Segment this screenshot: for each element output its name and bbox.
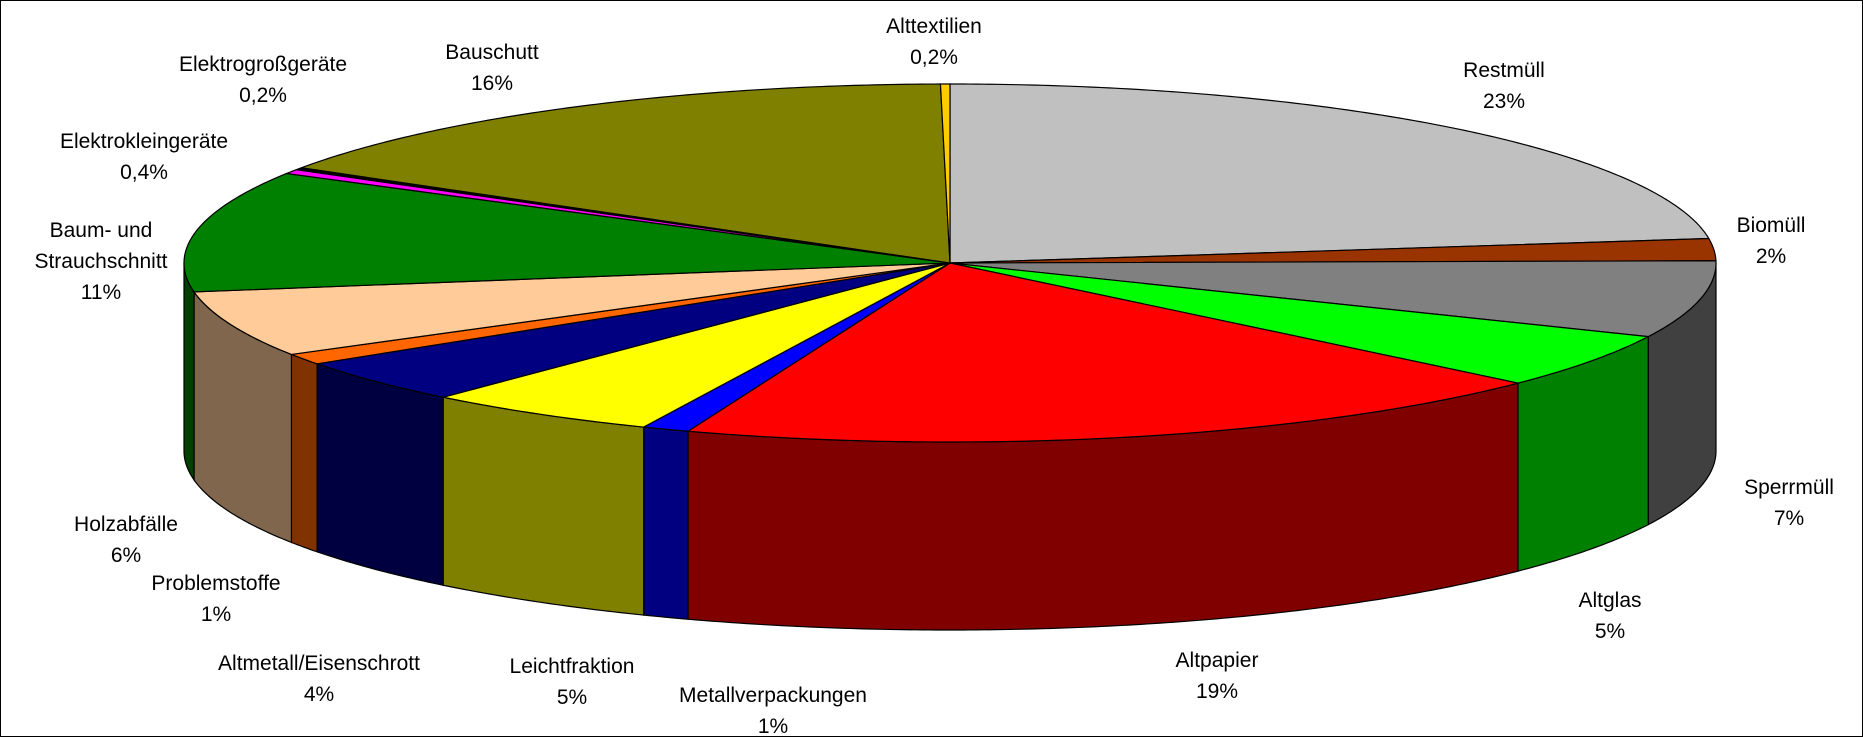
percent-label: 1%: [200, 603, 232, 626]
slice: [949, 260, 1717, 338]
category-name: Altpapier: [1175, 649, 1259, 672]
slice-label: Elektrokleingeräte 0,4%: [60, 126, 228, 188]
slice: [183, 172, 951, 293]
slice: [641, 262, 951, 432]
slice-side: [183, 262, 195, 482]
category-name: Leichtfraktion: [509, 655, 635, 678]
slice-label: Leichtfraktion 5%: [510, 651, 635, 713]
slice: [949, 262, 1651, 384]
slice-side: [643, 426, 689, 620]
percent-label: 0,4%: [120, 161, 168, 184]
slice: [949, 83, 1710, 264]
category-name: Altmetall/Eisenschrott: [218, 652, 420, 675]
category-name: Holzabfälle: [74, 513, 178, 536]
category-name: Elektrogroßgeräte: [178, 53, 348, 76]
slice-label: Bauschutt 16%: [445, 37, 538, 99]
category-name: Bauschutt: [445, 41, 539, 64]
slice: [289, 262, 951, 365]
slice-side: [290, 353, 318, 553]
slice-label: Problemstoffe 1%: [151, 568, 280, 630]
slice-side: [442, 396, 645, 616]
percent-label: 4%: [303, 683, 335, 706]
percent-label: 6%: [110, 544, 142, 567]
slice-label: Sperrmüll 7%: [1744, 472, 1834, 534]
slice: [949, 237, 1717, 264]
slice-label: Biomüll 2%: [1737, 210, 1806, 272]
slice-label: Elektrogroßgeräte 0,2%: [179, 49, 347, 111]
slice-label: Holzabfälle 6%: [74, 509, 178, 571]
slice-label: Altglas 5%: [1578, 585, 1641, 647]
percent-label: 7%: [1773, 507, 1805, 530]
percent-label: 23%: [1482, 90, 1526, 113]
percent-label: 5%: [1594, 620, 1626, 643]
category-name: Problemstoffe: [151, 572, 281, 595]
slice-side: [316, 362, 444, 586]
percent-label: 0,2%: [910, 46, 958, 69]
category-name: Elektrokleingeräte: [59, 130, 229, 153]
category-name: Baum- und Strauchschnitt: [34, 219, 168, 273]
slice: [939, 83, 951, 264]
percent-label: 1%: [757, 715, 789, 737]
percent-label: 0,2%: [239, 84, 287, 107]
category-name: Metallverpackungen: [679, 684, 867, 707]
slice: [301, 83, 951, 264]
percent-label: 2%: [1755, 245, 1787, 268]
category-name: Biomüll: [1736, 214, 1806, 237]
slice-label: Restmüll 23%: [1463, 55, 1545, 117]
category-name: Sperrmüll: [1744, 476, 1834, 499]
slice: [316, 262, 951, 398]
category-name: Restmüll: [1463, 59, 1545, 82]
percent-label: 11%: [80, 281, 122, 304]
slice-label: Baum- und Strauchschnitt 11%: [26, 215, 176, 308]
slice-label: Metallverpackungen 1%: [679, 680, 867, 737]
slice-label: Alttextilien 0,2%: [886, 11, 982, 73]
category-name: Alttextilien: [886, 15, 982, 38]
slice-label: Altpapier 19%: [1176, 645, 1259, 707]
slice: [192, 262, 951, 356]
percent-label: 19%: [1195, 680, 1239, 703]
category-name: Altglas: [1578, 589, 1642, 612]
slice: [686, 262, 1519, 443]
slice: [442, 262, 951, 428]
percent-label: 16%: [470, 72, 514, 95]
slice-label: Altmetall/Eisenschrott 4%: [218, 648, 420, 710]
percent-label: 5%: [556, 686, 588, 709]
